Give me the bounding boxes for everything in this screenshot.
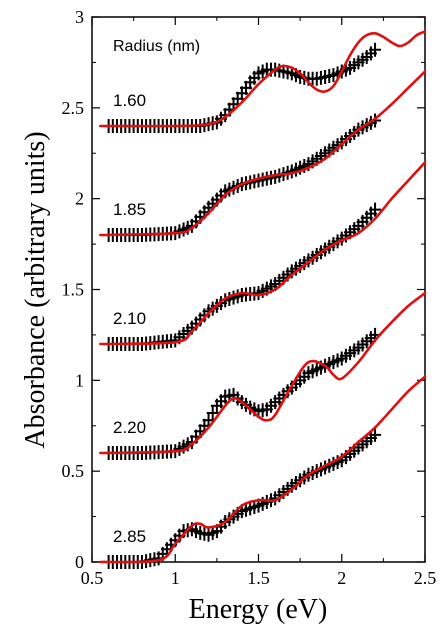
series-label: 2.20 — [113, 418, 146, 437]
x-tick-label: 1 — [171, 568, 180, 588]
y-tick-label: 3 — [75, 7, 84, 27]
y-tick-label: 2 — [75, 189, 84, 209]
series-label: 2.10 — [113, 309, 146, 328]
legend-title: Radius (nm) — [113, 38, 200, 55]
series-2.85 — [99, 375, 427, 569]
experiment-marker — [206, 406, 219, 421]
x-axis-title: Energy (eV) — [189, 594, 328, 625]
experiment-marker — [369, 202, 382, 217]
theory-curve — [99, 30, 427, 128]
series-labels: 1.60 1.85 2.10 2.20 2.85 — [113, 91, 146, 546]
series-label: 1.85 — [113, 200, 146, 219]
theory-curve — [99, 375, 427, 564]
series-2.10 — [99, 161, 427, 351]
series-1.85 — [99, 70, 427, 242]
y-tick-label: 0 — [75, 552, 84, 572]
y-tick-label: 2.5 — [62, 98, 85, 118]
x-tick-label: 1.5 — [247, 568, 270, 588]
experiment-marker — [369, 42, 382, 57]
y-tick-label: 0.5 — [62, 461, 85, 481]
theory-curve — [99, 161, 427, 346]
x-tick-label: 2.5 — [414, 568, 437, 588]
series-label: 1.60 — [113, 91, 146, 110]
y-tick-label: 1 — [75, 370, 84, 390]
x-tick-label: 2 — [337, 568, 346, 588]
plot-area: 0.5 1 1.5 2 2.500.511.522.53 1.601.852.102.2… — [62, 7, 437, 588]
y-tick-label: 1.5 — [62, 280, 85, 300]
x-tick-label: 0.5 — [81, 568, 104, 588]
experiment-marker — [369, 427, 382, 442]
series-layer — [99, 30, 427, 569]
axis-ticks: 0.5 1 1.5 2 2.500.511.522.53 — [62, 7, 437, 588]
series-1.60 — [99, 30, 427, 133]
theory-curve — [99, 291, 427, 455]
y-axis-title: Absorbance (arbitrary units) — [20, 131, 51, 448]
series-label: 2.85 — [113, 527, 146, 546]
experiment-marker — [202, 413, 215, 428]
theory-curve — [99, 70, 427, 237]
series-2.20 — [99, 291, 427, 460]
